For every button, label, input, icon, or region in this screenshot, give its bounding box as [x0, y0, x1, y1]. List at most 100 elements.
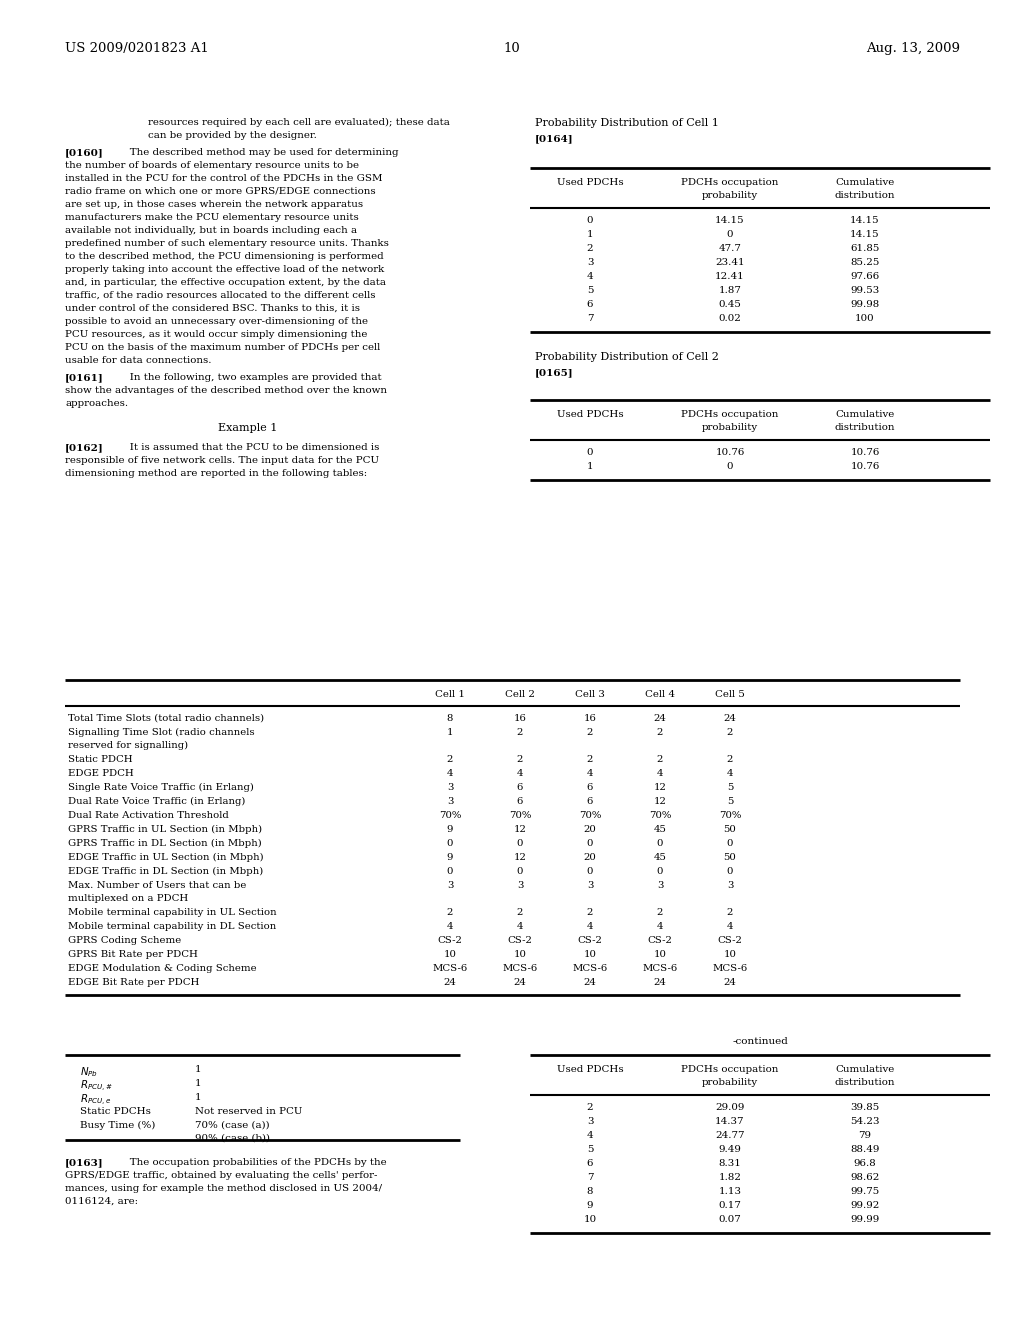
Text: probability: probability	[701, 422, 758, 432]
Text: Used PDCHs: Used PDCHs	[557, 411, 624, 418]
Text: Cumulative: Cumulative	[836, 1065, 895, 1074]
Text: 2: 2	[587, 908, 593, 917]
Text: 70%: 70%	[719, 810, 741, 820]
Text: PDCHs occupation: PDCHs occupation	[681, 178, 778, 187]
Text: 0: 0	[656, 840, 664, 847]
Text: [0160]: [0160]	[65, 148, 103, 157]
Text: dimensioning method are reported in the following tables:: dimensioning method are reported in the …	[65, 469, 368, 478]
Text: properly taking into account the effective load of the network: properly taking into account the effecti…	[65, 265, 384, 275]
Text: GPRS Traffic in DL Section (in Mbph): GPRS Traffic in DL Section (in Mbph)	[68, 840, 262, 849]
Text: 24: 24	[653, 978, 667, 987]
Text: 45: 45	[653, 825, 667, 834]
Text: 2: 2	[656, 755, 664, 764]
Text: Busy Time (%): Busy Time (%)	[80, 1121, 156, 1130]
Text: Example 1: Example 1	[218, 422, 278, 433]
Text: Cumulative: Cumulative	[836, 411, 895, 418]
Text: CS-2: CS-2	[508, 936, 532, 945]
Text: 1.87: 1.87	[719, 286, 741, 294]
Text: Cell 4: Cell 4	[645, 690, 675, 700]
Text: 97.66: 97.66	[850, 272, 880, 281]
Text: approaches.: approaches.	[65, 399, 128, 408]
Text: 1.82: 1.82	[719, 1173, 741, 1181]
Text: 0: 0	[656, 867, 664, 876]
Text: 2: 2	[727, 908, 733, 917]
Text: 3: 3	[446, 783, 454, 792]
Text: 2: 2	[656, 729, 664, 737]
Text: 10: 10	[443, 950, 457, 960]
Text: 0: 0	[587, 216, 593, 224]
Text: EDGE PDCH: EDGE PDCH	[68, 770, 134, 777]
Text: GPRS/EDGE traffic, obtained by evaluating the cells' perfor-: GPRS/EDGE traffic, obtained by evaluatin…	[65, 1171, 378, 1180]
Text: 7: 7	[587, 1173, 593, 1181]
Text: can be provided by the designer.: can be provided by the designer.	[148, 131, 316, 140]
Text: 10.76: 10.76	[716, 447, 744, 457]
Text: 10: 10	[584, 1214, 597, 1224]
Text: 0: 0	[727, 230, 733, 239]
Text: 20: 20	[584, 853, 596, 862]
Text: 9.49: 9.49	[719, 1144, 741, 1154]
Text: Static PDCHs: Static PDCHs	[80, 1107, 151, 1115]
Text: 47.7: 47.7	[719, 244, 741, 253]
Text: 24: 24	[724, 978, 736, 987]
Text: 24: 24	[724, 714, 736, 723]
Text: 2: 2	[587, 244, 593, 253]
Text: 2: 2	[517, 729, 523, 737]
Text: Probability Distribution of Cell 2: Probability Distribution of Cell 2	[535, 352, 719, 362]
Text: Cell 2: Cell 2	[505, 690, 535, 700]
Text: Probability Distribution of Cell 1: Probability Distribution of Cell 1	[535, 117, 719, 128]
Text: $N_{Pb}$: $N_{Pb}$	[80, 1065, 98, 1078]
Text: 0: 0	[587, 447, 593, 457]
Text: are set up, in those cases wherein the network apparatus: are set up, in those cases wherein the n…	[65, 201, 364, 209]
Text: 6: 6	[587, 783, 593, 792]
Text: Static PDCH: Static PDCH	[68, 755, 133, 764]
Text: MCS-6: MCS-6	[572, 964, 607, 973]
Text: Dual Rate Voice Traffic (in Erlang): Dual Rate Voice Traffic (in Erlang)	[68, 797, 246, 807]
Text: 70%: 70%	[509, 810, 531, 820]
Text: GPRS Coding Scheme: GPRS Coding Scheme	[68, 936, 181, 945]
Text: 0.17: 0.17	[719, 1201, 741, 1210]
Text: 0: 0	[517, 867, 523, 876]
Text: CS-2: CS-2	[647, 936, 673, 945]
Text: 4: 4	[446, 921, 454, 931]
Text: radio frame on which one or more GPRS/EDGE connections: radio frame on which one or more GPRS/ED…	[65, 187, 376, 195]
Text: 39.85: 39.85	[850, 1104, 880, 1111]
Text: 2: 2	[517, 755, 523, 764]
Text: Not reserved in PCU: Not reserved in PCU	[195, 1107, 302, 1115]
Text: 50: 50	[724, 853, 736, 862]
Text: -continued: -continued	[732, 1038, 787, 1045]
Text: 6: 6	[587, 797, 593, 807]
Text: 3: 3	[727, 880, 733, 890]
Text: 98.62: 98.62	[850, 1173, 880, 1181]
Text: multiplexed on a PDCH: multiplexed on a PDCH	[68, 894, 188, 903]
Text: 1: 1	[587, 230, 593, 239]
Text: 4: 4	[517, 770, 523, 777]
Text: 99.99: 99.99	[850, 1214, 880, 1224]
Text: probability: probability	[701, 191, 758, 201]
Text: PDCHs occupation: PDCHs occupation	[681, 411, 778, 418]
Text: 4: 4	[656, 921, 664, 931]
Text: 4: 4	[587, 770, 593, 777]
Text: MCS-6: MCS-6	[432, 964, 468, 973]
Text: 0: 0	[727, 462, 733, 471]
Text: 14.15: 14.15	[850, 230, 880, 239]
Text: 0116124, are:: 0116124, are:	[65, 1197, 138, 1206]
Text: 10.76: 10.76	[850, 462, 880, 471]
Text: 0: 0	[446, 840, 454, 847]
Text: 1.13: 1.13	[719, 1187, 741, 1196]
Text: 4: 4	[517, 921, 523, 931]
Text: 45: 45	[653, 853, 667, 862]
Text: 96.8: 96.8	[854, 1159, 877, 1168]
Text: 1: 1	[195, 1078, 202, 1088]
Text: 12: 12	[514, 853, 526, 862]
Text: CS-2: CS-2	[718, 936, 742, 945]
Text: traffic, of the radio resources allocated to the different cells: traffic, of the radio resources allocate…	[65, 290, 376, 300]
Text: distribution: distribution	[835, 422, 895, 432]
Text: 0: 0	[517, 840, 523, 847]
Text: 5: 5	[727, 797, 733, 807]
Text: 0.07: 0.07	[719, 1214, 741, 1224]
Text: 7: 7	[587, 314, 593, 323]
Text: [0163]: [0163]	[65, 1158, 103, 1167]
Text: reserved for signalling): reserved for signalling)	[68, 741, 188, 750]
Text: 5: 5	[587, 286, 593, 294]
Text: Total Time Slots (total radio channels): Total Time Slots (total radio channels)	[68, 714, 264, 723]
